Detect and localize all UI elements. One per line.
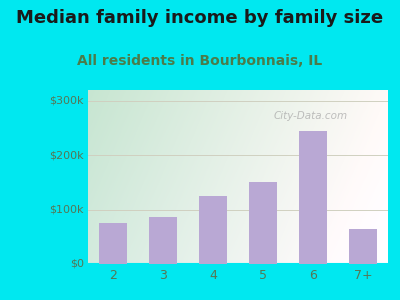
Text: Median family income by family size: Median family income by family size xyxy=(16,9,384,27)
Text: $0: $0 xyxy=(70,259,84,269)
Bar xyxy=(99,223,127,264)
Bar xyxy=(299,131,327,264)
Bar xyxy=(349,229,377,264)
Bar xyxy=(199,196,227,264)
Bar xyxy=(249,182,277,264)
Text: City-Data.com: City-Data.com xyxy=(274,111,348,121)
Text: $100k: $100k xyxy=(50,205,84,214)
Text: $300k: $300k xyxy=(50,96,84,106)
Text: $200k: $200k xyxy=(49,150,84,160)
Bar xyxy=(149,217,177,264)
Text: All residents in Bourbonnais, IL: All residents in Bourbonnais, IL xyxy=(77,54,323,68)
